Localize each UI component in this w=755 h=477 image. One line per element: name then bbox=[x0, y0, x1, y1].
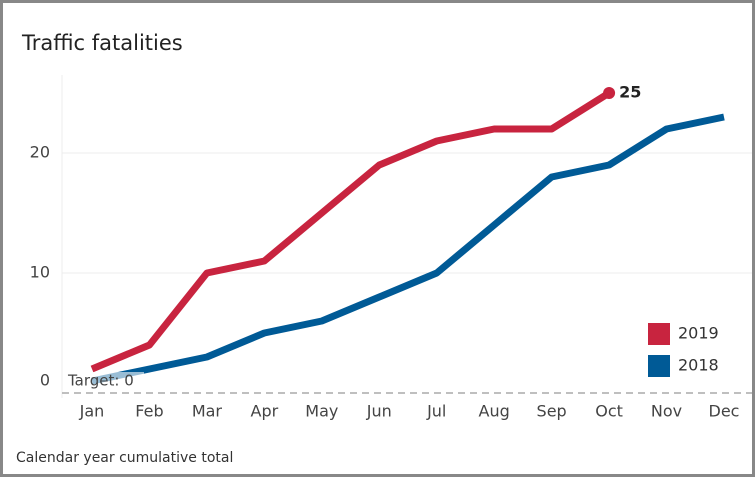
x-tick-label: Jun bbox=[366, 402, 392, 421]
x-tick-label: Feb bbox=[135, 402, 163, 421]
x-tick-label: Sep bbox=[537, 402, 567, 421]
end-marker bbox=[603, 87, 616, 99]
x-tick-label: Nov bbox=[651, 402, 682, 421]
chart-title: Traffic fatalities bbox=[21, 31, 183, 55]
series-line bbox=[90, 90, 611, 373]
x-tick-label: Aug bbox=[479, 402, 510, 421]
legend-label: 2019 bbox=[678, 324, 719, 343]
x-tick-label: Dec bbox=[709, 402, 740, 421]
legend-swatch bbox=[648, 323, 670, 345]
y-tick-label: 10 bbox=[30, 263, 50, 282]
y-tick-label: 0 bbox=[40, 371, 50, 390]
data-label: 25 bbox=[619, 83, 641, 102]
x-tick-label: Jan bbox=[79, 402, 105, 421]
x-tick-label: Apr bbox=[251, 402, 279, 421]
x-tick-label: May bbox=[305, 402, 338, 421]
legend-swatch bbox=[648, 355, 670, 377]
target-label-bg bbox=[64, 372, 144, 390]
series-line bbox=[91, 113, 725, 385]
x-tick-label: Oct bbox=[595, 402, 623, 421]
x-tick-label: Mar bbox=[192, 402, 223, 421]
footnote: Calendar year cumulative total bbox=[16, 450, 233, 466]
x-tick-label: Jul bbox=[426, 402, 446, 421]
y-tick-label: 20 bbox=[30, 143, 50, 162]
legend-label: 2018 bbox=[678, 356, 719, 375]
target-label: Target: 0 bbox=[67, 372, 134, 390]
